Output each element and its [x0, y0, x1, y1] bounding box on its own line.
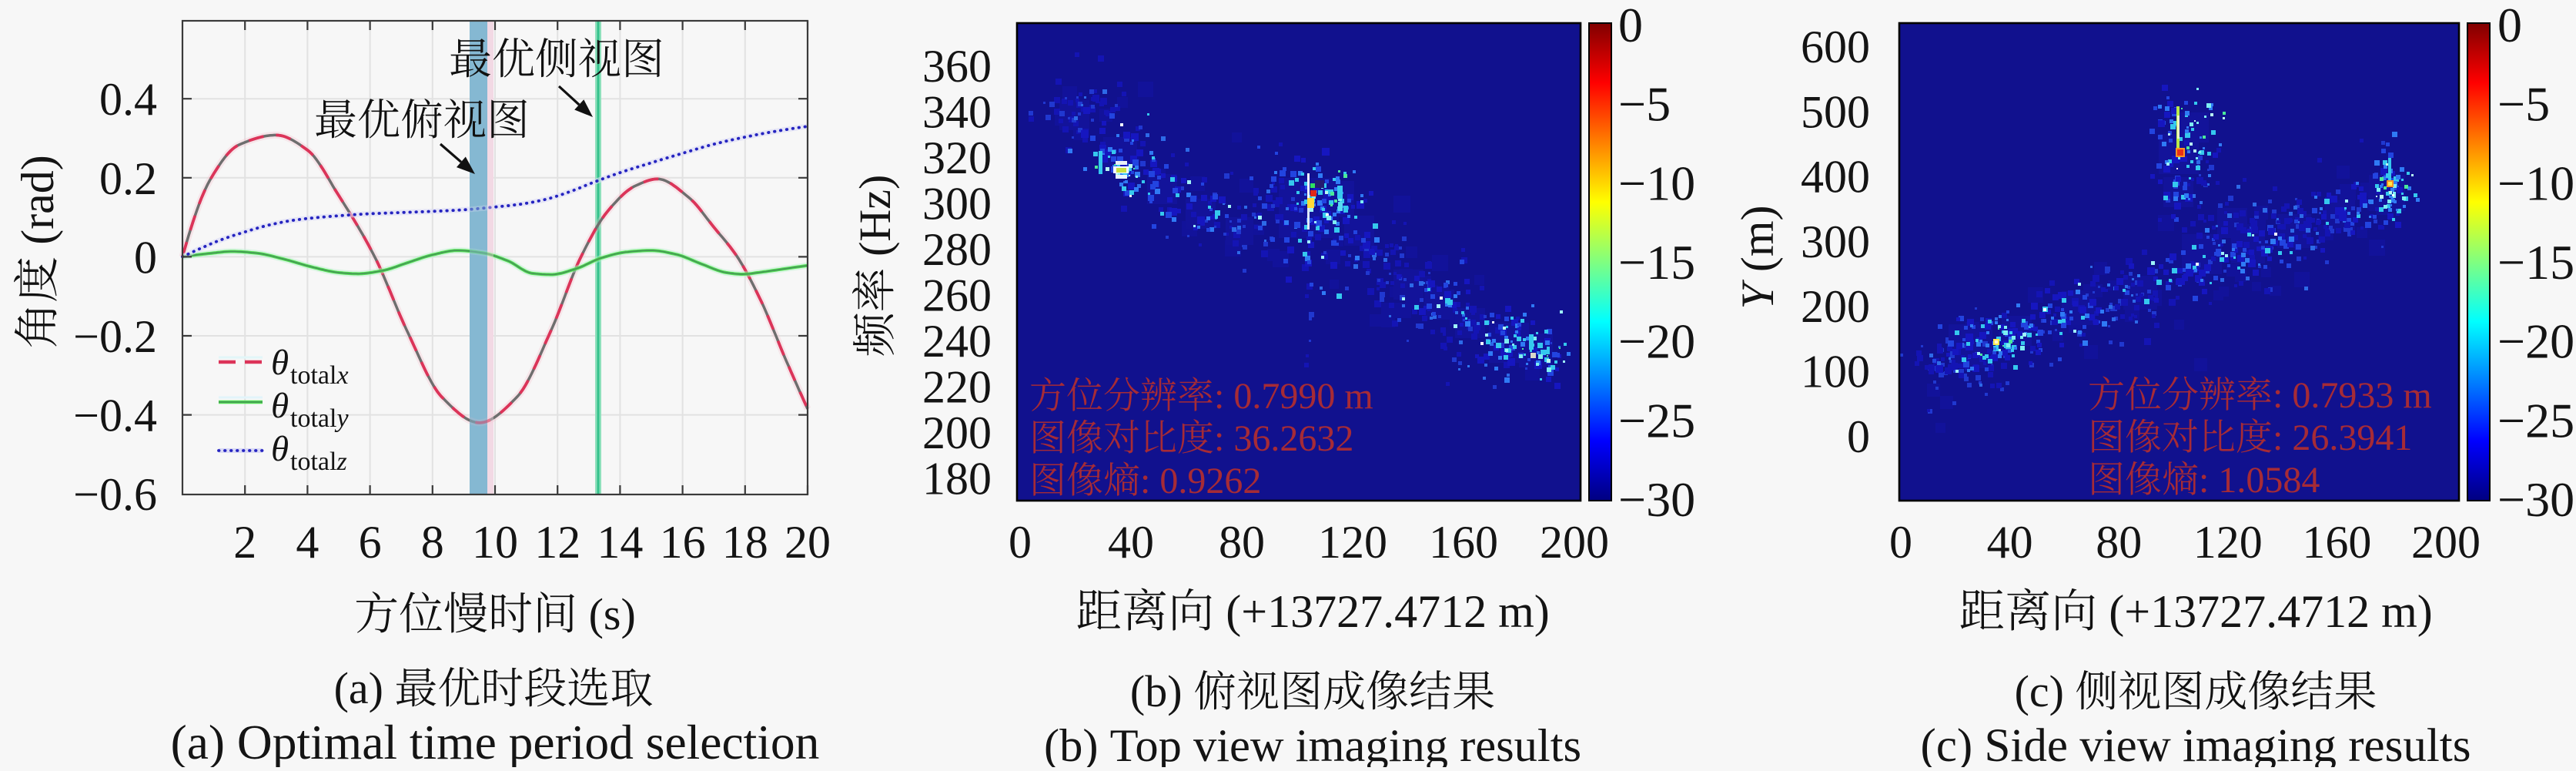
svg-text:20: 20 — [785, 517, 831, 568]
svg-text:(rad): (rad) — [12, 155, 63, 256]
svg-text:80: 80 — [1219, 517, 1265, 568]
svg-text:x: x — [336, 361, 349, 390]
svg-text:y: y — [335, 404, 350, 433]
svg-text:600: 600 — [1801, 22, 1870, 72]
svg-text:320: 320 — [922, 132, 992, 183]
svg-text:θ: θ — [271, 386, 289, 426]
svg-text:(c): (c) — [2015, 666, 2076, 716]
svg-text:−30: −30 — [1618, 472, 1695, 527]
svg-text:(+13727.4712 m): (+13727.4712 m) — [2097, 586, 2432, 637]
svg-text:(a): (a) — [334, 663, 395, 713]
svg-text:(s): (s) — [577, 589, 636, 639]
svg-text:: 0.7990 m: : 0.7990 m — [1214, 376, 1373, 417]
svg-text:0.2: 0.2 — [99, 153, 157, 204]
svg-text:−5: −5 — [1618, 77, 1671, 132]
svg-text:Y: Y — [1732, 280, 1783, 310]
svg-text:θ: θ — [271, 429, 289, 469]
svg-text:−10: −10 — [2497, 156, 2574, 210]
svg-text:2: 2 — [233, 517, 256, 568]
svg-text:(m): (m) — [1732, 205, 1783, 283]
svg-text:200: 200 — [2411, 517, 2481, 568]
svg-text:−0.6: −0.6 — [73, 469, 157, 520]
svg-text:180: 180 — [922, 454, 992, 505]
svg-text:16: 16 — [660, 517, 706, 568]
svg-text:z: z — [336, 448, 347, 476]
svg-text:−25: −25 — [1618, 393, 1695, 448]
svg-text:−30: −30 — [2497, 472, 2574, 527]
svg-text:8: 8 — [421, 517, 444, 568]
svg-text:0.4: 0.4 — [99, 74, 157, 125]
svg-text:400: 400 — [1801, 152, 1870, 203]
svg-text:280: 280 — [922, 224, 992, 275]
svg-text:200: 200 — [1801, 281, 1870, 332]
svg-text:14: 14 — [597, 517, 643, 568]
svg-text:(a) Optimal time period select: (a) Optimal time period selection — [171, 715, 820, 767]
svg-text:160: 160 — [2302, 517, 2371, 568]
svg-text:: 36.2632: : 36.2632 — [1214, 418, 1353, 459]
svg-text:40: 40 — [1987, 517, 2033, 568]
svg-text:360: 360 — [922, 41, 992, 92]
svg-text:10: 10 — [472, 517, 518, 568]
svg-text:: 0.9262: : 0.9262 — [1140, 461, 1261, 501]
svg-text:0: 0 — [1847, 411, 1870, 462]
svg-text:300: 300 — [922, 179, 992, 230]
svg-text:80: 80 — [2096, 517, 2142, 568]
svg-text:θ: θ — [271, 343, 289, 383]
svg-text:0: 0 — [134, 232, 157, 283]
svg-text:: 1.0584: : 1.0584 — [2199, 460, 2320, 501]
svg-text:6: 6 — [359, 517, 382, 568]
svg-text:200: 200 — [1540, 517, 1609, 568]
svg-text:−20: −20 — [2497, 314, 2574, 369]
svg-text:−20: −20 — [1618, 314, 1695, 369]
svg-text:−15: −15 — [2497, 235, 2574, 290]
svg-text:(b): (b) — [1130, 666, 1193, 716]
svg-text:18: 18 — [722, 517, 768, 568]
svg-text:total: total — [290, 448, 336, 476]
svg-text:: 26.3941: : 26.3941 — [2273, 417, 2412, 458]
svg-text:100: 100 — [1801, 347, 1870, 397]
svg-text:340: 340 — [922, 87, 992, 138]
svg-text:260: 260 — [922, 270, 992, 321]
svg-text:120: 120 — [2193, 517, 2263, 568]
svg-text:total: total — [290, 361, 336, 390]
svg-text:160: 160 — [1429, 517, 1498, 568]
svg-text:−0.2: −0.2 — [73, 311, 157, 362]
svg-text:0: 0 — [1009, 517, 1032, 568]
svg-text:0: 0 — [1618, 0, 1643, 52]
svg-text:: 0.7933 m: : 0.7933 m — [2273, 375, 2432, 416]
svg-text:(Hz): (Hz) — [850, 175, 900, 268]
svg-text:−15: −15 — [1618, 235, 1695, 290]
svg-text:(b) Top view imaging results: (b) Top view imaging results — [1044, 720, 1581, 767]
svg-text:200: 200 — [922, 407, 992, 458]
svg-text:220: 220 — [922, 362, 992, 413]
svg-text:300: 300 — [1801, 216, 1870, 267]
svg-text:−25: −25 — [2497, 393, 2574, 448]
svg-text:120: 120 — [1318, 517, 1387, 568]
svg-text:−10: −10 — [1618, 156, 1695, 210]
svg-text:−5: −5 — [2497, 77, 2550, 132]
svg-text:12: 12 — [534, 517, 580, 568]
svg-text:total: total — [290, 404, 336, 433]
svg-text:500: 500 — [1801, 86, 1870, 137]
svg-text:4: 4 — [296, 517, 319, 568]
svg-text:−0.4: −0.4 — [73, 391, 157, 441]
svg-text:0: 0 — [2497, 0, 2522, 52]
svg-text:40: 40 — [1108, 517, 1154, 568]
svg-text:240: 240 — [922, 316, 992, 367]
svg-text:(+13727.4712 m): (+13727.4712 m) — [1214, 586, 1549, 637]
svg-text:(c) Side view imaging results: (c) Side view imaging results — [1921, 720, 2471, 767]
svg-text:0: 0 — [1889, 517, 1912, 568]
